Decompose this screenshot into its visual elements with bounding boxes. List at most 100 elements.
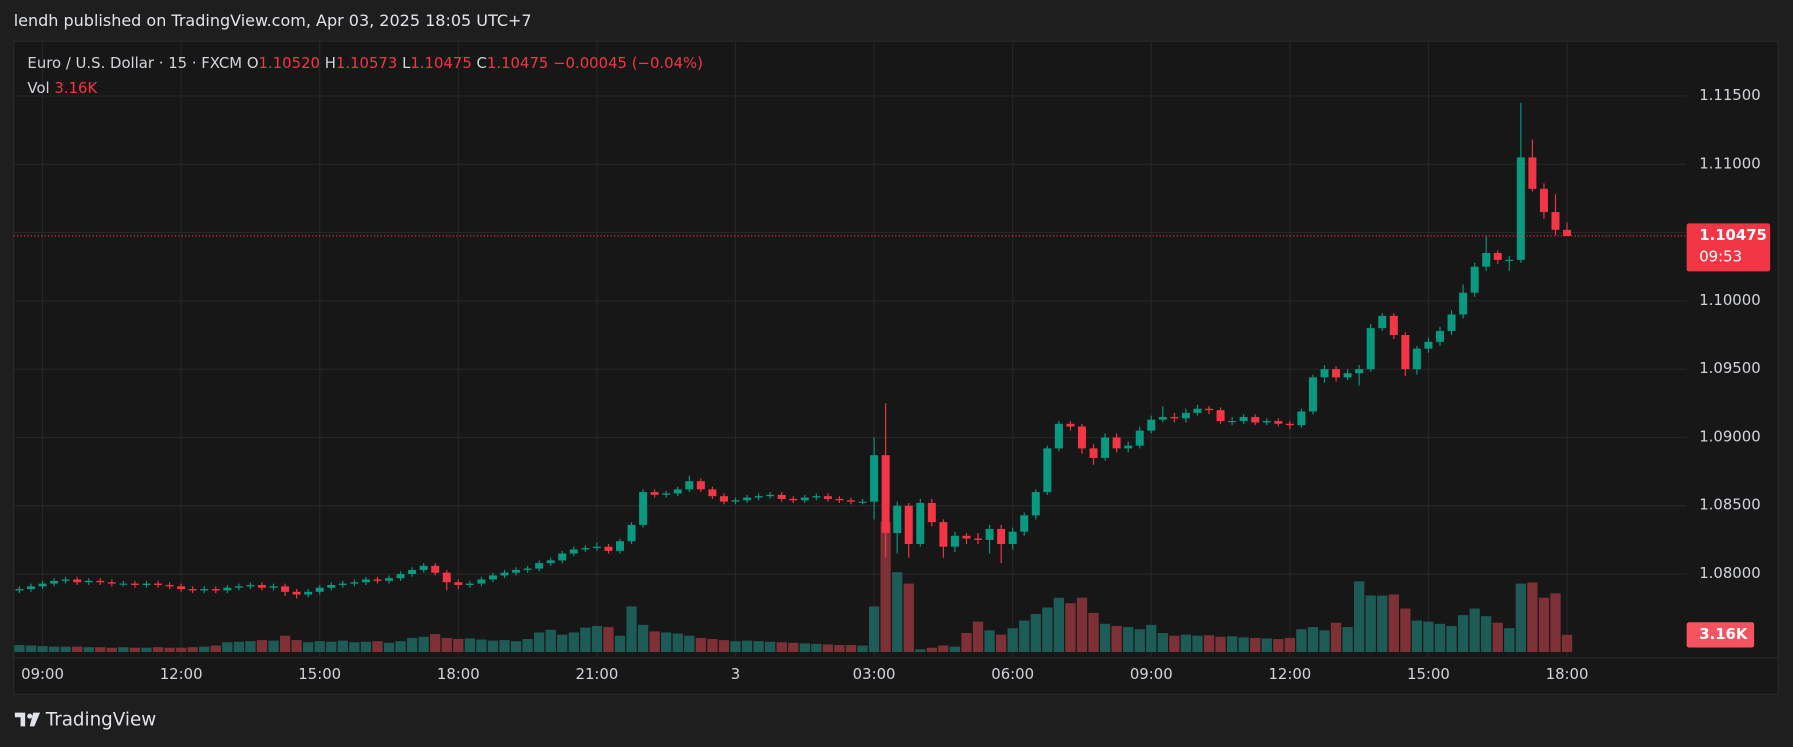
candle-body: [281, 586, 290, 592]
volume-bar: [764, 641, 776, 653]
volume-bar: [522, 639, 533, 653]
candle-body: [465, 583, 474, 585]
volume-bar: [1377, 595, 1388, 653]
volume-bar: [383, 642, 395, 653]
candle-body: [130, 583, 139, 585]
candle-body: [61, 579, 70, 581]
y-tick-label: 1.08000: [1699, 564, 1760, 582]
candle-body: [708, 489, 717, 497]
volume-bar: [1123, 627, 1134, 653]
volume-legend: Vol 3.16K: [27, 79, 98, 97]
candle-body: [408, 569, 417, 575]
candle-body: [1551, 212, 1560, 230]
candle-body: [442, 572, 451, 583]
volume-bar: [1203, 635, 1215, 653]
volume-bar: [557, 634, 568, 653]
volume-bar: [129, 647, 141, 653]
volume-bar: [961, 633, 972, 653]
volume-bar: [1457, 615, 1469, 653]
volume-bar: [845, 644, 857, 653]
candle-body: [558, 553, 567, 561]
o-label: O: [247, 54, 259, 72]
volume-bar: [25, 645, 37, 653]
candle-body: [800, 497, 809, 501]
volume-bar: [441, 637, 452, 653]
candle-body: [84, 580, 93, 583]
volume-bar: [637, 624, 649, 653]
volume-bar: [279, 635, 291, 653]
c-label: C: [477, 54, 487, 72]
volume-bar: [60, 646, 71, 653]
volume-bar: [291, 640, 302, 653]
candle-body: [1008, 531, 1017, 544]
volume-bar: [1469, 608, 1480, 653]
candle-body: [1493, 253, 1502, 260]
candle-body: [165, 584, 174, 587]
volume-bar: [199, 646, 210, 653]
candle-body: [246, 584, 255, 587]
x-tick-label: 18:00: [437, 665, 480, 683]
candle-body: [823, 496, 832, 499]
volume-bar: [303, 642, 314, 653]
candle-body: [396, 574, 405, 579]
volume-bar: [1561, 634, 1573, 653]
candle-body: [488, 575, 497, 580]
x-tick-label: 18:00: [1546, 665, 1589, 683]
y-tick-label: 1.11000: [1699, 154, 1760, 172]
last-price-box: [1686, 223, 1771, 272]
candle-body: [1343, 373, 1352, 378]
y-tick-label: 1.11500: [1699, 86, 1760, 104]
candle-body: [1216, 410, 1225, 422]
candle-body: [257, 584, 266, 588]
volume-bar: [649, 631, 660, 653]
legend-line: Euro / U.S. Dollar · 15 · FXCM O1.10520 …: [27, 54, 703, 72]
volume-bar: [1146, 624, 1157, 653]
volume-bar: [1307, 627, 1319, 653]
volume-bar: [984, 630, 995, 653]
volume-bar: [175, 647, 187, 653]
last-price-label: 1.10475: [1699, 226, 1767, 244]
volume-bar: [1423, 621, 1434, 653]
volume-bar: [510, 641, 522, 653]
volume-bar: [591, 625, 603, 653]
volume-bar: [453, 639, 464, 653]
candle-body: [616, 541, 625, 551]
candle-body: [1355, 369, 1364, 374]
volume-bar: [406, 637, 418, 653]
candle-body: [1447, 314, 1456, 331]
candle-body: [50, 580, 59, 584]
candle-body: [96, 580, 105, 583]
candle-body: [1205, 408, 1214, 411]
x-tick-label: 21:00: [575, 665, 618, 683]
candle-body: [1320, 369, 1329, 378]
candle-body: [1124, 445, 1133, 449]
volume-bar: [1492, 622, 1503, 653]
y-tick-label: 1.09500: [1699, 359, 1760, 377]
volume-bar: [152, 647, 164, 653]
candle-body: [581, 548, 590, 550]
candle-body: [997, 528, 1006, 544]
candle-body: [743, 497, 752, 501]
volume-bar: [1065, 603, 1076, 653]
volume-bar: [1354, 581, 1365, 653]
volume-bar: [707, 639, 718, 653]
candle-body: [535, 563, 544, 569]
volume-bar: [868, 606, 880, 653]
volume-bar: [118, 647, 129, 653]
volume-bar: [95, 647, 106, 653]
candle-body: [592, 546, 601, 549]
y-tick-label: 1.08500: [1699, 496, 1760, 514]
volume-bar: [1481, 616, 1492, 653]
volume-bar: [580, 627, 591, 653]
x-tick-label: 12:00: [160, 665, 203, 683]
candle-body: [107, 582, 116, 584]
volume-bar: [222, 642, 233, 653]
candle-body: [177, 586, 186, 590]
volume-bar: [395, 641, 406, 653]
candle-body: [1274, 421, 1283, 424]
candle-body: [292, 591, 301, 595]
candles: [15, 102, 1572, 599]
candle-body: [604, 546, 613, 551]
candle-body: [950, 535, 959, 547]
x-tick-label: 03:00: [853, 665, 896, 683]
